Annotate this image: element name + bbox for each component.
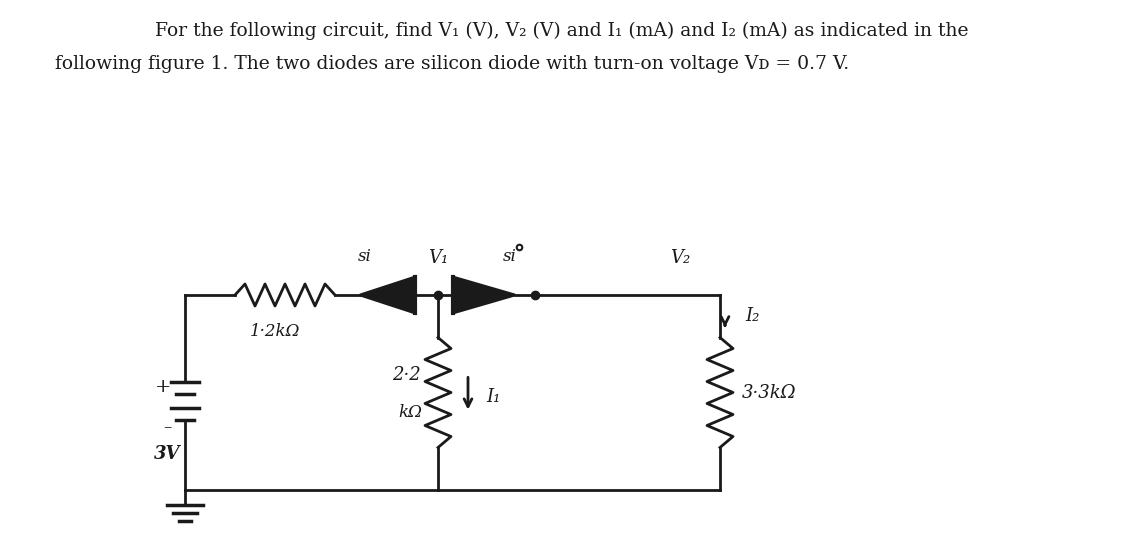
Text: 3V: 3V	[154, 445, 180, 463]
Text: following figure 1. The two diodes are silicon diode with turn-on voltage Vᴅ = 0: following figure 1. The two diodes are s…	[55, 55, 849, 73]
Polygon shape	[453, 277, 515, 313]
Text: si: si	[359, 248, 372, 265]
Text: I₂: I₂	[745, 307, 760, 325]
Text: si: si	[504, 248, 517, 265]
Text: For the following circuit, find V₁ (V), V₂ (V) and I₁ (mA) and I₂ (mA) as indica: For the following circuit, find V₁ (V), …	[155, 22, 969, 40]
Polygon shape	[360, 277, 415, 313]
Text: V₂: V₂	[670, 249, 690, 267]
Text: 2·2: 2·2	[391, 365, 420, 384]
Text: 1·2kΩ: 1·2kΩ	[250, 323, 300, 340]
Text: kΩ: kΩ	[398, 404, 422, 421]
Text: I₁: I₁	[486, 388, 500, 407]
Text: –: –	[163, 420, 171, 436]
Text: V₁: V₁	[428, 249, 448, 267]
Text: +: +	[155, 378, 171, 396]
Text: 3·3kΩ: 3·3kΩ	[742, 384, 797, 401]
